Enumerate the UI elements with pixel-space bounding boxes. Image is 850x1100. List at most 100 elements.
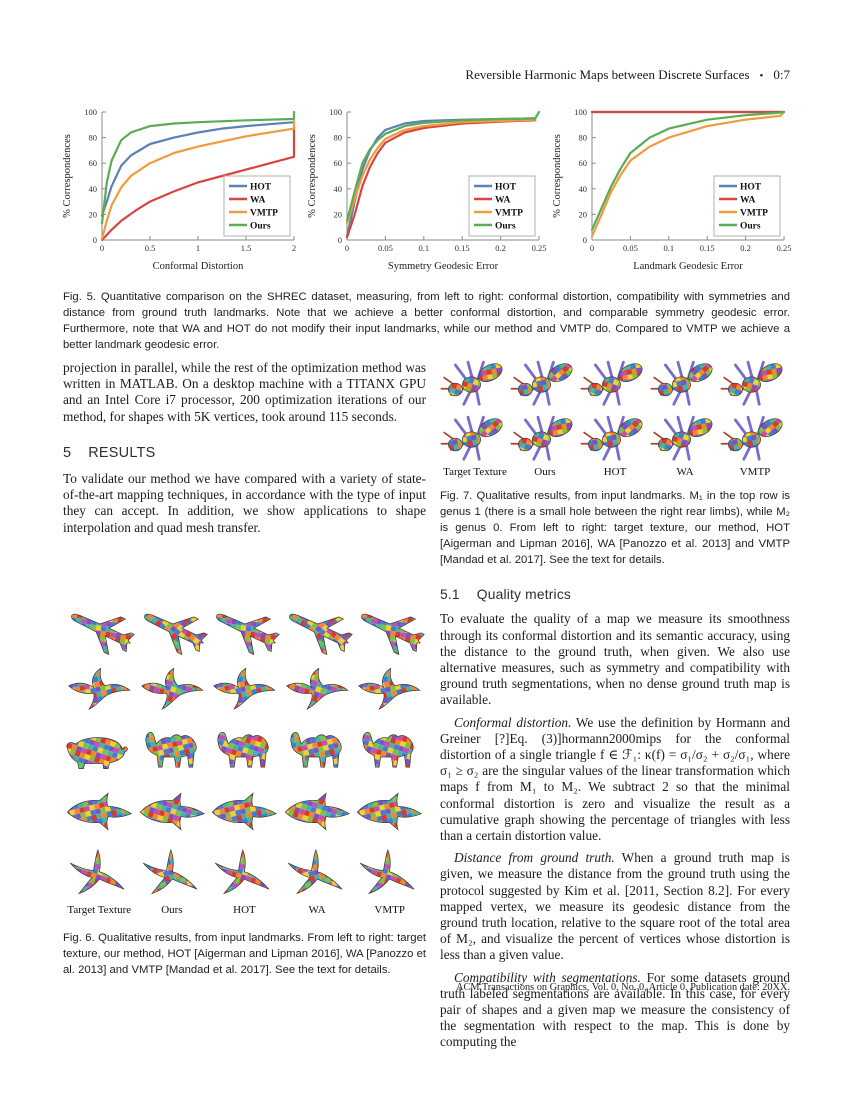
- chart-series: [345, 110, 541, 239]
- y-tick-label: 0: [583, 235, 587, 245]
- figure7-caption: Fig. 7. Qualitative results, from input …: [440, 488, 790, 568]
- y-tick-label: 80: [89, 133, 98, 143]
- camel-shape-figure: [281, 720, 354, 781]
- bird-shape-figure: [208, 659, 281, 720]
- figure6-grid: [63, 598, 426, 903]
- series-line-wa: [100, 126, 296, 242]
- paragraph-lead: Conformal distortion.: [454, 714, 572, 730]
- y-tick-label: 40: [89, 184, 98, 194]
- series-line-ours: [100, 110, 296, 225]
- y-axis-label: % Correspondences: [552, 134, 563, 218]
- legend-label-wa: WA: [740, 196, 755, 206]
- legend-label-hot: HOT: [495, 183, 517, 193]
- section-number: 5.1: [440, 587, 460, 603]
- series-line-vmtp: [590, 110, 786, 238]
- x-tick-label: 2: [292, 243, 296, 253]
- fish-shape-figure: [136, 781, 209, 842]
- ant-shape-figure: [650, 355, 720, 410]
- paragraph-quality-intro: To evaluate the quality of a map we meas…: [440, 611, 790, 708]
- figure5-charts: 0 0.5 1 1.5 2 0 20 40 60 80 100 Conformal Distortio…: [60, 102, 792, 274]
- x-axis-label: Landmark Geodesic Error: [633, 261, 743, 272]
- x-axis-label: Symmetry Geodesic Error: [388, 261, 499, 272]
- figure6-caption-text: Fig. 6. Qualitative results, from input …: [63, 931, 426, 976]
- x-tick-label: 0.1: [418, 243, 429, 253]
- figure5-caption: Fig. 5. Quantitative comparison on the S…: [63, 289, 790, 353]
- y-tick-label: 80: [579, 133, 588, 143]
- x-tick-label: 0.05: [378, 243, 393, 253]
- series-line-ours: [590, 110, 786, 231]
- left-column: projection in parallel, while the rest o…: [63, 360, 426, 978]
- fish-shape-figure: [281, 781, 354, 842]
- paragraph-distance-ground-truth: Distance from ground truth. When a groun…: [440, 850, 790, 963]
- y-tick-label: 60: [579, 158, 588, 168]
- y-tick-label: 0: [338, 235, 342, 245]
- figure-column-label: Ours: [161, 903, 183, 916]
- ant-shape-figure: [510, 410, 580, 465]
- ant-shape-figure: [580, 355, 650, 410]
- y-tick-label: 0: [93, 235, 97, 245]
- figure-column-label: Ours: [534, 466, 556, 478]
- footer-text: ACM Transactions on Graphics, Vol. 0, No…: [456, 982, 790, 993]
- y-tick-label: 80: [334, 133, 343, 143]
- x-tick-label: 0.15: [455, 243, 470, 253]
- paragraph-text: For some datasets ground truth labeled s…: [440, 969, 791, 1050]
- figure-row-camel: [63, 720, 426, 781]
- chart-legend: HOT WA VMTP Ours: [468, 175, 536, 237]
- figure-row-bird: [63, 659, 426, 720]
- bird-shape-figure: [281, 659, 354, 720]
- figure7: Target Texture Ours HOT WA VMTP Fig. 7. Qual…: [440, 355, 790, 568]
- figure5-caption-text: Fig. 5. Quantitative comparison on the S…: [63, 291, 790, 352]
- figure7-caption-text: Fig. 7. Qualitative results, from input …: [440, 490, 790, 567]
- legend-label-wa: WA: [250, 196, 265, 206]
- running-header: Reversible Harmonic Maps between Discret…: [465, 67, 790, 83]
- ant-shape-figure: [720, 410, 790, 465]
- page-footer: ACM Transactions on Graphics, Vol. 0, No…: [456, 982, 790, 993]
- x-tick-label: 0: [590, 243, 594, 253]
- y-tick-label: 20: [89, 209, 98, 219]
- chart-tick-labels: 0 0.05 0.1 0.15 0.2 0.25 0 20 40 60 80 100: [574, 107, 791, 253]
- y-tick-label: 100: [84, 107, 97, 117]
- chart-series: [590, 110, 786, 238]
- y-tick-label: 20: [579, 209, 588, 219]
- header-bullet: •: [759, 70, 764, 82]
- camel-shape-figure: [136, 720, 209, 781]
- airplane-shape-figure: [208, 598, 281, 659]
- ant-shape-figure: [720, 355, 790, 410]
- branch-shape-figure: [63, 842, 136, 903]
- x-tick-label: 0.15: [700, 243, 715, 253]
- y-tick-label: 100: [574, 107, 587, 117]
- chart-legend: HOT WA VMTP Ours: [713, 175, 781, 237]
- figure-column-label: WA: [308, 903, 326, 916]
- x-tick-label: 0.1: [663, 243, 674, 253]
- legend-label-ours: Ours: [495, 222, 516, 232]
- branch-shape-figure: [281, 842, 354, 903]
- figure-row-ant: [440, 410, 790, 465]
- x-tick-label: 1.5: [241, 243, 252, 253]
- figure6-column-labels: Target Texture Ours HOT WA VMTP: [63, 904, 426, 917]
- y-tick-label: 100: [329, 107, 342, 117]
- chart-symmetry-geodesic-error: 0 0.05 0.1 0.15 0.2 0.25 0 20 40 60 80 100 Symmetry …: [307, 107, 546, 272]
- camel-shape-figure: [353, 720, 426, 781]
- figure-column-label: HOT: [603, 466, 627, 478]
- figure-column-label: HOT: [233, 903, 256, 916]
- x-axis-label: Conformal Distortion: [153, 261, 244, 272]
- ant-shape-figure: [440, 410, 510, 465]
- fish-shape-figure: [208, 781, 281, 842]
- x-tick-label: 0.05: [623, 243, 638, 253]
- section-title: RESULTS: [88, 444, 156, 461]
- paragraph-lead: Distance from ground truth.: [454, 850, 615, 866]
- y-tick-label: 40: [579, 184, 588, 194]
- camel-shape-figure: [208, 720, 281, 781]
- y-axis-label: % Correspondences: [62, 134, 73, 218]
- legend-label-hot: HOT: [250, 183, 272, 193]
- fish-shape-figure: [353, 781, 426, 842]
- paragraph-text: When a ground truth map is given, we mea…: [440, 850, 790, 963]
- x-tick-label: 0: [345, 243, 349, 253]
- figure-column-label: VMTP: [374, 903, 405, 916]
- x-tick-label: 0: [100, 243, 104, 253]
- branch-shape-figure: [353, 842, 426, 903]
- pig-shape-figure: [63, 720, 136, 781]
- y-tick-label: 60: [89, 158, 98, 168]
- chart-series: [100, 110, 296, 242]
